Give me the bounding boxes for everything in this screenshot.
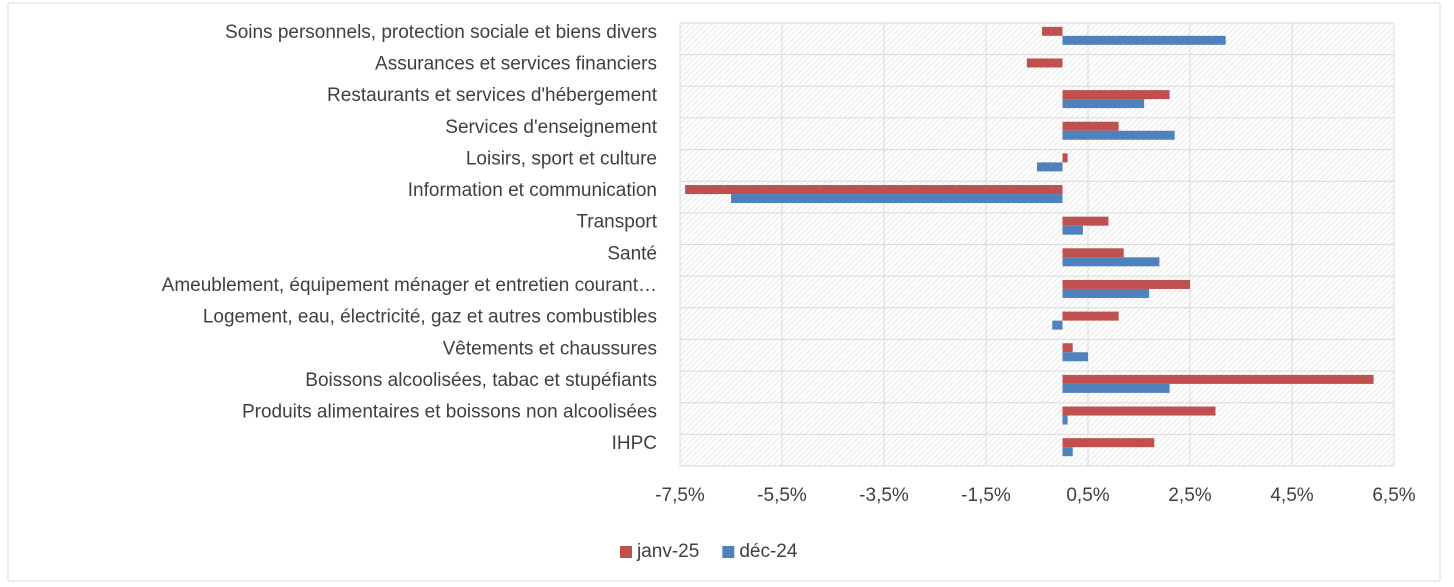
- category-label: Assurances et services financiers: [375, 53, 657, 74]
- bar: [1042, 26, 1063, 36]
- x-tick-label: 0,5%: [1066, 485, 1109, 506]
- category-label: Santé: [607, 243, 657, 264]
- category-label: Loisirs, sport et culture: [466, 148, 657, 169]
- category-label: Transport: [576, 212, 657, 233]
- bar: [1037, 162, 1063, 172]
- bar: [1062, 415, 1068, 425]
- bar: [1062, 257, 1160, 267]
- category-label: Soins personnels, protection sociale et …: [225, 22, 657, 43]
- x-tick-label: -5,5%: [757, 485, 807, 506]
- bar: [731, 194, 1063, 204]
- category-label: Boissons alcoolisées, tabac et stupéfian…: [305, 370, 657, 391]
- category-label: Logement, eau, électricité, gaz et autre…: [203, 307, 657, 328]
- bar: [1062, 121, 1119, 131]
- category-label: Produits alimentaires et boissons non al…: [242, 402, 657, 423]
- category-label: Services d'enseignement: [445, 117, 657, 138]
- bar: [1062, 383, 1170, 393]
- x-tick-label: 6,5%: [1372, 485, 1415, 506]
- bar: [1062, 216, 1109, 226]
- bar: [1052, 320, 1063, 330]
- category-label: IHPC: [612, 433, 657, 454]
- x-tick-label: -7,5%: [655, 485, 705, 506]
- bar: [1062, 288, 1150, 298]
- bar: [685, 185, 1063, 195]
- bar: [1062, 99, 1145, 109]
- bar: [1062, 248, 1124, 258]
- bar: [1062, 343, 1073, 353]
- bar: [1062, 447, 1073, 457]
- bar: [1062, 225, 1083, 235]
- x-tick-label: -1,5%: [961, 485, 1011, 506]
- legend-swatch: [620, 546, 632, 558]
- bar: [1062, 374, 1374, 384]
- category-label: Ameublement, équipement ménager et entre…: [162, 275, 657, 296]
- bar: [1062, 153, 1068, 163]
- legend-label: déc-24: [739, 541, 798, 562]
- bar: [1026, 58, 1063, 68]
- category-label: Restaurants et services d'hébergement: [327, 85, 658, 106]
- category-label: Information et communication: [408, 180, 657, 201]
- bar: [1062, 352, 1088, 362]
- legend-label: janv-25: [636, 541, 699, 562]
- bar: [1062, 311, 1119, 321]
- legend-swatch: [722, 546, 735, 558]
- bar: [1062, 279, 1190, 289]
- bar: [1062, 90, 1170, 100]
- bar: [1062, 35, 1226, 45]
- x-tick-label: 2,5%: [1168, 485, 1211, 506]
- bar: [1062, 406, 1216, 416]
- x-tick-label: 4,5%: [1270, 485, 1313, 506]
- bar: [1062, 438, 1155, 448]
- x-tick-label: -3,5%: [859, 485, 909, 506]
- category-label: Vêtements et chaussures: [443, 338, 657, 359]
- bar: [1062, 130, 1175, 140]
